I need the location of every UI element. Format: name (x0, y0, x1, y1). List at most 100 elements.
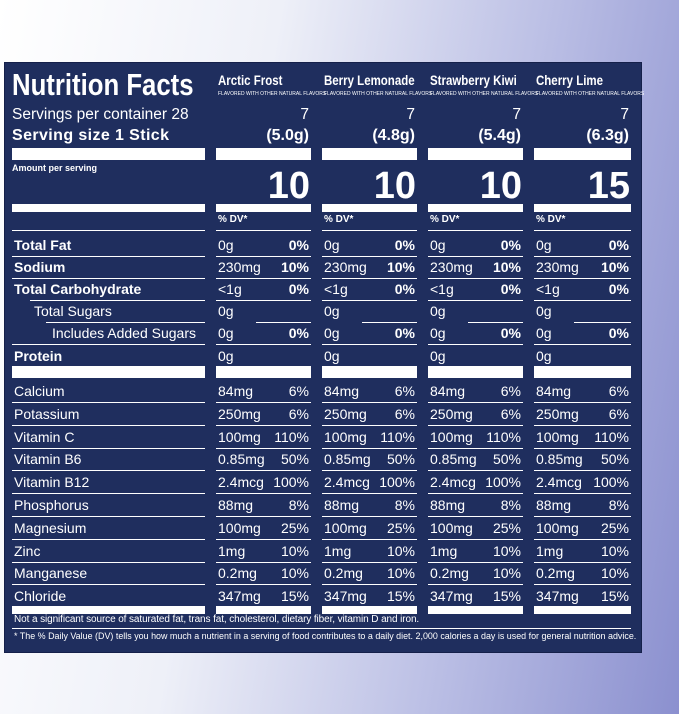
amount: 0.85mg (324, 451, 371, 468)
rule (534, 204, 631, 212)
rule (322, 402, 417, 403)
rule (322, 539, 417, 540)
daily-value: 8% (394, 497, 415, 513)
daily-value: 100% (273, 474, 309, 491)
servings: 7 (300, 106, 309, 124)
nutrient-label: Includes Added Sugars (52, 325, 196, 342)
daily-value: 6% (288, 383, 309, 399)
daily-value: 6% (288, 405, 309, 422)
mineral-label: Potassium (14, 405, 80, 422)
amount: 0g (430, 237, 446, 253)
rule (534, 278, 631, 279)
daily-value: 10% (386, 542, 415, 559)
mineral-label: Vitamin B6 (14, 451, 82, 468)
rule (322, 448, 417, 449)
flavor-name: Strawberry Kiwi (430, 72, 517, 88)
daily-value: 0% (288, 281, 309, 298)
daily-value: 0% (394, 237, 415, 253)
rule (428, 562, 523, 563)
daily-value: 6% (608, 405, 629, 422)
amount: 0g (536, 303, 552, 320)
daily-value: 0% (500, 281, 521, 298)
flavor-subtitle: FLAVORED WITH OTHER NATURAL FLAVORS (430, 90, 539, 97)
rule (322, 493, 417, 494)
rule (534, 230, 631, 231)
calories: 10 (479, 165, 522, 207)
rule (322, 584, 417, 585)
mineral-label: Vitamin C (14, 428, 75, 445)
dv-header: % DV* (536, 214, 566, 225)
rule (534, 448, 631, 449)
amount: 0g (430, 347, 446, 364)
amount: 84mg (324, 383, 360, 399)
amount: 0g (430, 325, 446, 342)
rule (428, 148, 523, 160)
rule (534, 562, 631, 563)
daily-value: 10% (280, 542, 309, 559)
daily-value: 10% (280, 565, 309, 582)
rule (428, 300, 523, 301)
daily-value: 100% (379, 474, 415, 491)
daily-value: 0% (288, 237, 309, 253)
rule (322, 204, 417, 212)
servings: 7 (406, 106, 415, 124)
rule (574, 322, 631, 323)
daily-value: 10% (600, 565, 629, 582)
serving-size-value: (6.3g) (586, 127, 629, 144)
rule (12, 516, 205, 517)
rule (46, 322, 205, 323)
daily-value: 110% (594, 428, 629, 445)
servings: 7 (620, 106, 629, 124)
daily-value: 10% (600, 542, 629, 559)
servings: 7 (512, 106, 521, 124)
daily-value: 0% (608, 237, 629, 253)
rule (216, 366, 311, 378)
rule (12, 539, 205, 540)
amount: 0g (218, 347, 234, 364)
amount: 2.4mcg (430, 474, 476, 491)
rule (428, 448, 523, 449)
flavor-name: Cherry Lime (536, 72, 603, 88)
amount: 0.85mg (218, 451, 265, 468)
daily-value: 6% (394, 405, 415, 422)
mineral-label: Phosphorus (14, 497, 89, 513)
flavor-subtitle: FLAVORED WITH OTHER NATURAL FLAVORS (218, 90, 327, 97)
rule (322, 562, 417, 563)
amount: 0g (324, 325, 340, 342)
rule (216, 402, 311, 403)
rule (12, 256, 205, 257)
rule (428, 256, 523, 257)
rule (216, 300, 311, 301)
rule (534, 148, 631, 160)
rule (322, 366, 417, 378)
amount: <1g (536, 281, 560, 298)
rule (322, 256, 417, 257)
amount: 230mg (218, 259, 261, 276)
daily-value: 25% (600, 519, 629, 536)
amount: 230mg (536, 259, 579, 276)
rule (216, 425, 311, 426)
daily-value: 25% (386, 519, 415, 536)
amount: 0.85mg (536, 451, 583, 468)
nutrient-label: Total Fat (14, 237, 72, 253)
amount: 100mg (324, 519, 367, 536)
calories: 15 (587, 165, 630, 207)
daily-value: 100% (593, 474, 629, 491)
rule (534, 344, 631, 345)
rule (216, 278, 311, 279)
amount: 347mg (536, 588, 579, 605)
amount: 0.85mg (430, 451, 477, 468)
rule (322, 300, 417, 301)
serving-size-value: (5.4g) (478, 127, 521, 144)
mineral-label: Magnesium (14, 519, 87, 536)
rule (12, 425, 205, 426)
footnote: * The % Daily Value (DV) tells you how m… (14, 631, 637, 642)
nutrient-label: Total Carbohydrate (14, 281, 142, 298)
serving-size-value: (5.0g) (266, 127, 309, 144)
rule (428, 230, 523, 231)
rule (428, 606, 523, 614)
amount: 250mg (536, 405, 579, 422)
daily-value: 25% (492, 519, 521, 536)
amount: 0g (430, 303, 446, 320)
